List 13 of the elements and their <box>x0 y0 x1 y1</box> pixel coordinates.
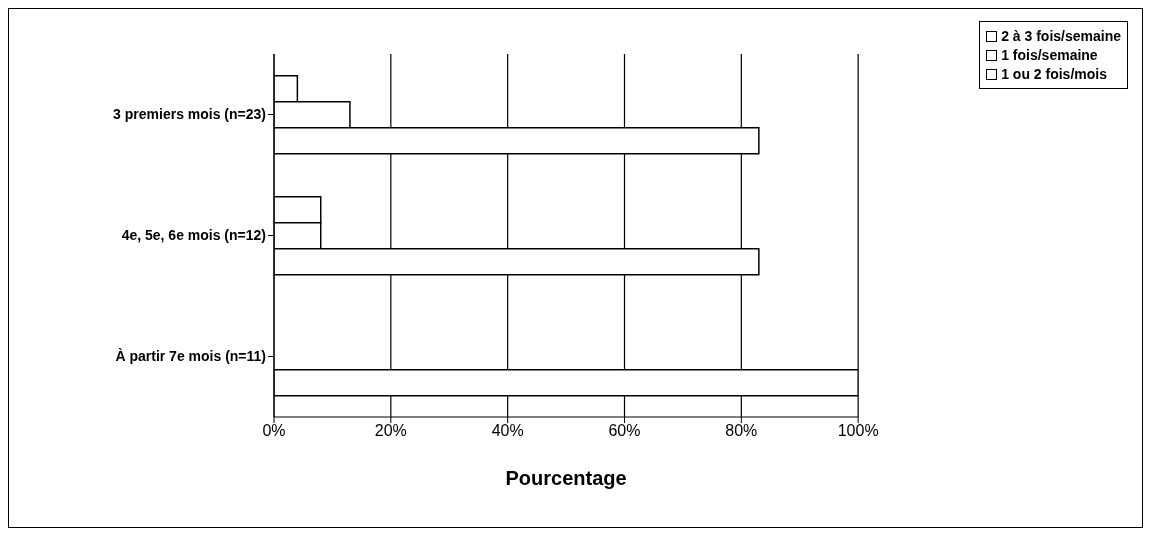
y-tick-label: 4e, 5e, 6e mois (n=12) <box>121 227 266 244</box>
x-tick-label: 40% <box>491 422 524 440</box>
y-tick-label: À partir 7e mois (n=11) <box>115 348 266 365</box>
x-tick-label: 100% <box>837 422 879 440</box>
x-axis-title: Pourcentage <box>505 467 627 489</box>
x-tick-label: 60% <box>608 422 641 440</box>
y-tick-label: 3 premiers mois (n=23) <box>113 106 266 123</box>
legend-label: 1 ou 2 fois/mois <box>1001 66 1107 82</box>
x-tick-label: 80% <box>725 422 758 440</box>
x-tick-label: 0% <box>262 422 286 440</box>
legend-label: 2 à 3 fois/semaine <box>1001 28 1121 44</box>
legend-label: 1 fois/semaine <box>1001 47 1098 63</box>
x-tick-label: 20% <box>374 422 407 440</box>
